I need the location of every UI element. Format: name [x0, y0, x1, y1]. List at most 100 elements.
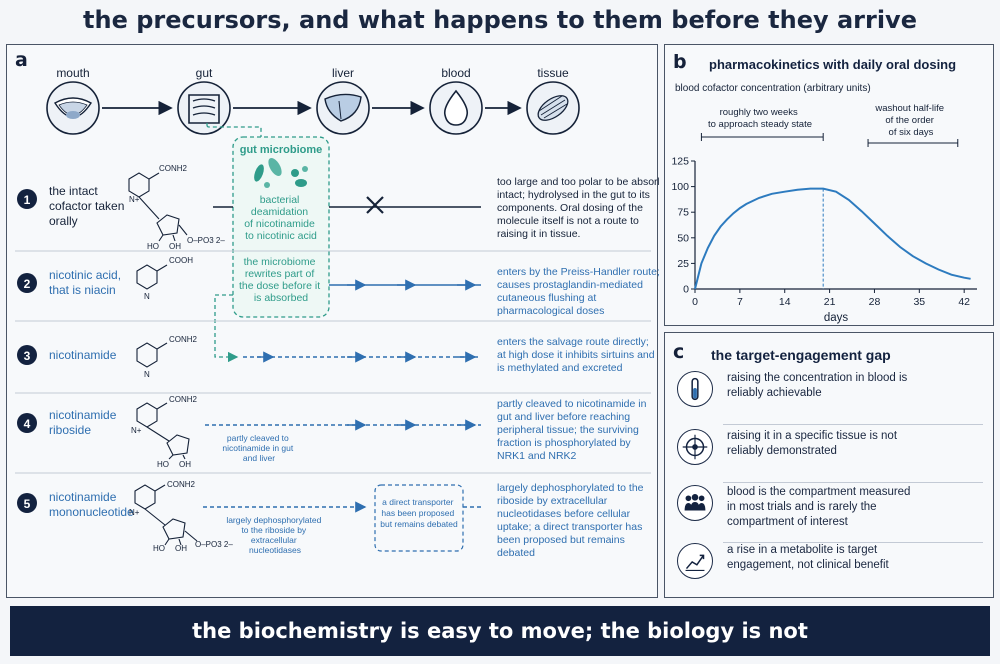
- svg-text:largely dephosphorylated: largely dephosphorylated to the riboside…: [226, 515, 323, 555]
- panel-c-label: c: [673, 341, 685, 363]
- stage-label-gut: gut: [196, 66, 213, 80]
- y-tick-label: 50: [677, 232, 689, 244]
- target-icon: [677, 429, 713, 465]
- gap-item-text: blood is the compartment measured in most…: [727, 486, 911, 528]
- row-name-line: the intact: [49, 184, 98, 198]
- liver-icon: [316, 81, 370, 135]
- pk-chart: 0 25 50 75 100 125 0 7 14 21 28 35 42 days roughly tw…: [671, 103, 977, 324]
- nad-structure-icon: [128, 172, 188, 242]
- concentration-series-line: [694, 187, 971, 290]
- x-tick-label: 28: [869, 296, 881, 308]
- row-4: 4 nicotinamide riboside CONH2 N+ HO OH: [17, 395, 649, 469]
- svg-text:nicotinamide mononucle: nicotinamide mononucleotide: [49, 490, 134, 519]
- svg-text:bacterial deamidation: bacterial deamidation of nicotinamide to…: [244, 194, 318, 242]
- svg-text:nicotinamide: nicotinamide: [49, 348, 117, 362]
- x-tick-label: 0: [692, 296, 698, 308]
- svg-text:CONH2 N+ HO: CONH2 N+ HO OH O–PO3 2–: [129, 480, 233, 553]
- svg-text:largely dephosphorylated to th: largely dephosphorylated to the riboside…: [497, 482, 646, 559]
- microbiome-text2-line: rewrites part of: [245, 268, 315, 280]
- trend-chart-icon: [677, 543, 713, 579]
- nmn-structure-icon: [134, 484, 198, 546]
- svg-text:the intact cofactor ta: the intact cofactor taken orally: [49, 184, 128, 228]
- mouth-icon: [46, 81, 100, 135]
- y-tick-label: 100: [671, 181, 689, 193]
- microbiome-text2-line: the dose before it: [239, 280, 320, 292]
- svg-text:roughly two weeks to a: roughly two weeks to approach steady sta…: [708, 107, 812, 130]
- muscle-tissue-icon: [526, 81, 580, 135]
- gap-item-3: blood is the compartment measured in most…: [673, 479, 987, 543]
- svg-text:5: 5: [24, 497, 31, 511]
- x-tick-label: 21: [824, 296, 836, 308]
- microbiome-text1-line: to nicotinic acid: [245, 230, 317, 242]
- blocked-x-icon: [366, 196, 384, 214]
- gap-item-text: raising it in a specific tissue is not re…: [727, 430, 898, 457]
- panel-b-label: b: [673, 51, 687, 73]
- stage-label-mouth: mouth: [56, 66, 89, 80]
- row-5: 5 nicotinamide mononucleotide CONH2 N+ H…: [17, 480, 646, 559]
- microbiome-text2-line: is absorbed: [254, 292, 308, 304]
- gap-item-text: a rise in a metabolite is target engageme…: [727, 544, 889, 571]
- panel-c-title: the target-engagement gap: [711, 347, 891, 363]
- stage-label-blood: blood: [441, 66, 470, 80]
- svg-text:4: 4: [24, 417, 31, 431]
- svg-text:COOH N: COOH N: [144, 256, 195, 301]
- row-3: 3 nicotinamide CONH2 N enters the salvag…: [17, 335, 658, 379]
- panel-a: a mouth gut liver blood tissue: [6, 44, 659, 598]
- gap-item-text: raising the concentration in blood is rel…: [727, 372, 908, 399]
- bacteria-icon: [254, 157, 308, 188]
- x-axis-label: days: [824, 312, 849, 324]
- y-tick-label: 125: [671, 156, 689, 168]
- svg-text:washout half-life of t: washout half-life of the order of six da…: [874, 103, 946, 138]
- svg-text:CONH2 N+ HO: CONH2 N+ HO OH: [131, 395, 199, 469]
- gap-item-2: raising it in a specific tissue is not re…: [673, 423, 987, 483]
- svg-text:2: 2: [24, 277, 31, 291]
- nicotinamide-riboside-structure-icon: [136, 402, 190, 460]
- x-tick-label: 14: [779, 296, 791, 308]
- annot-steady-line: to approach steady state: [708, 119, 812, 130]
- svg-text:CONH2 N+ HO: CONH2 N+ HO OH O–PO3 2–: [129, 164, 225, 251]
- gut-icon: [177, 81, 231, 135]
- y-tick-label: 75: [677, 207, 689, 219]
- annot-steady-line: roughly two weeks: [720, 107, 798, 118]
- row-name-line: cofactor taken: [49, 199, 124, 213]
- people-icon: [677, 485, 713, 521]
- page-title: the precursors, and what happens to them…: [83, 6, 917, 34]
- svg-text:a direct transporter h: a direct transporter has been proposed b…: [380, 497, 458, 529]
- microbiome-text1-line: bacterial: [260, 194, 300, 206]
- stage-label-tissue: tissue: [537, 66, 569, 80]
- svg-text:enters the salvage route direc: enters the salvage route directly; at hi…: [497, 336, 658, 374]
- svg-text:partly cleaved to nico: partly cleaved to nicotinamide in gut an…: [222, 433, 295, 463]
- x-tick-label: 42: [958, 296, 970, 308]
- annot-washout-line: washout half-life: [874, 103, 944, 114]
- row-2: 2 nicotinic acid, that is niacin COOH N …: [17, 256, 659, 317]
- svg-text:partly cleaved to nicotinamide: partly cleaved to nicotinamide in gut an…: [497, 398, 649, 462]
- y-tick-label: 0: [683, 284, 689, 296]
- panel-a-label: a: [15, 49, 28, 71]
- svg-text:CONH2 N: CONH2 N: [144, 335, 199, 379]
- annot-washout-line: of the order: [885, 115, 934, 126]
- row-name-line: orally: [49, 214, 78, 228]
- x-tick-label: 35: [913, 296, 925, 308]
- y-tick-label: 25: [677, 258, 689, 270]
- x-tick-label: 7: [737, 296, 743, 308]
- chart-title: pharmacokinetics with daily oral dosing: [709, 57, 957, 72]
- svg-text:too large and too polar to be: too large and too polar to be absorbed i…: [497, 176, 659, 240]
- blood-drop-icon: [429, 81, 483, 135]
- svg-text:the microbiome rewrites: the microbiome rewrites part of the dose…: [239, 256, 323, 304]
- footer-banner: the biochemistry is easy to move; the bi…: [10, 606, 990, 656]
- row-1: 1 the intact cofactor taken orally CONH2…: [17, 164, 659, 251]
- stage-label-liver: liver: [332, 66, 354, 80]
- chart-ylabel: blood cofactor concentration (arbitrary …: [675, 83, 871, 94]
- row-number: 1: [24, 193, 31, 207]
- test-tube-icon: [677, 371, 713, 407]
- svg-text:nicotinamide riboside: nicotinamide riboside: [49, 408, 120, 437]
- svg-text:3: 3: [24, 349, 31, 363]
- panel-b: b pharmacokinetics with daily oral dosin…: [664, 44, 994, 326]
- gap-item-4: a rise in a metabolite is target engageme…: [673, 537, 987, 597]
- panel-c: c the target-engagement gap raising the …: [664, 332, 994, 598]
- nicotinamide-structure-icon: [136, 342, 168, 368]
- svg-text:enters by the Preiss-Handler r: enters by the Preiss-Handler route; caus…: [497, 266, 659, 317]
- microbiome-text2-line: the microbiome: [244, 256, 316, 268]
- precursor-diagram: mouth gut liver blood tissue: [15, 66, 659, 559]
- gap-item-1: raising the concentration in blood is rel…: [673, 365, 987, 425]
